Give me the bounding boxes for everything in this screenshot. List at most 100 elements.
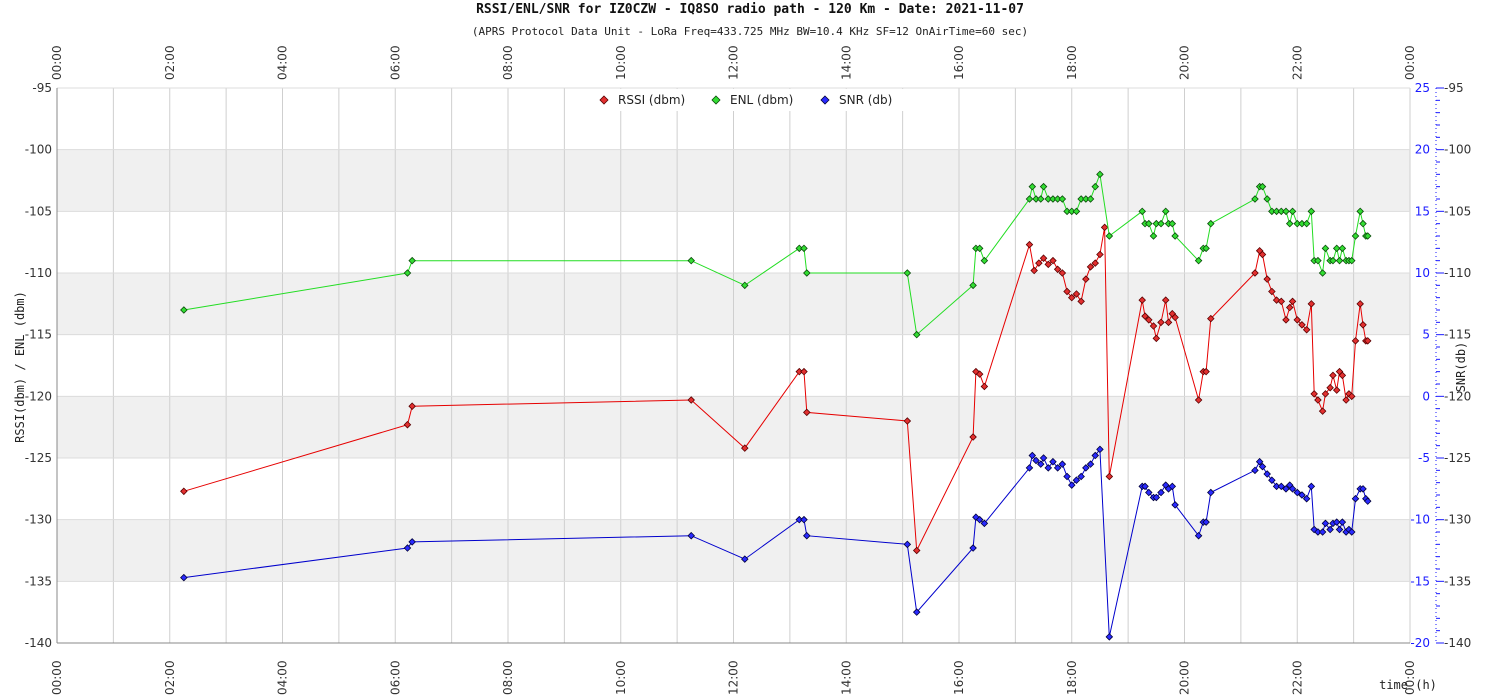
data-point — [1025, 195, 1034, 203]
y-tick-label-right-outer: -105 — [1444, 204, 1471, 218]
data-point — [1293, 488, 1302, 497]
y-tick-label-right-outer: -120 — [1444, 389, 1471, 403]
data-point — [800, 367, 808, 376]
data-point — [1321, 244, 1330, 253]
y-tick-label-left: -135 — [25, 574, 52, 588]
data-point — [1347, 256, 1356, 265]
data-point — [1318, 407, 1327, 415]
data-point — [687, 531, 695, 540]
data-point — [1086, 195, 1095, 203]
y-tick-label-left: -100 — [25, 143, 52, 157]
data-point — [1194, 256, 1203, 265]
y-tick-label-right-outer: -115 — [1444, 328, 1471, 342]
data-point — [800, 515, 808, 524]
y-tick-label-left: -105 — [25, 204, 52, 218]
data-point — [408, 256, 416, 265]
data-point — [1310, 390, 1318, 398]
data-point — [1288, 485, 1297, 493]
x-tick-label-bottom: 20:00 — [1178, 660, 1192, 695]
data-point — [1302, 494, 1311, 503]
data-point — [1194, 531, 1203, 540]
data-point — [1072, 476, 1081, 484]
data-point — [903, 417, 912, 425]
data-point — [1335, 525, 1344, 534]
data-point — [800, 244, 808, 253]
legend-marker — [599, 95, 609, 105]
data-point — [1302, 219, 1311, 228]
legend-entry: RSSI (dbm) — [618, 93, 685, 107]
data-point — [1359, 485, 1367, 493]
y-tick-label-right-outer: -125 — [1444, 451, 1471, 465]
x-tick-label-top: 06:00 — [388, 45, 402, 80]
data-point — [1307, 207, 1316, 216]
y-tick-label-right: 25 — [1415, 81, 1430, 95]
data-point — [1326, 383, 1334, 392]
series-group — [180, 170, 1372, 641]
data-point — [1025, 240, 1034, 249]
x-tick-label-top: 08:00 — [501, 45, 515, 80]
series-0 — [180, 223, 1372, 555]
data-point — [1347, 528, 1356, 536]
x-tick-label-top: 00:00 — [1403, 45, 1417, 80]
data-point — [1032, 456, 1040, 465]
data-point — [1086, 460, 1095, 468]
data-point — [1105, 232, 1114, 240]
x-tick-label-bottom: 18:00 — [1065, 660, 1079, 695]
x-tick-label-top: 14:00 — [839, 45, 853, 80]
data-point — [912, 608, 921, 616]
data-point — [969, 281, 977, 290]
data-point — [1359, 321, 1367, 329]
data-point — [1207, 219, 1215, 228]
data-point — [1298, 491, 1306, 499]
data-point — [1277, 297, 1286, 306]
y-tick-label-right-outer: -135 — [1444, 574, 1471, 588]
data-point — [803, 269, 811, 277]
y-tick-label-left: -115 — [25, 328, 52, 342]
data-point — [1263, 470, 1271, 478]
data-point — [1356, 207, 1364, 216]
data-point — [1168, 219, 1177, 228]
y-tick-label-right-outer: -100 — [1444, 143, 1471, 157]
x-tick-label-bottom: 12:00 — [727, 660, 741, 695]
data-point — [1285, 303, 1294, 312]
data-point — [1072, 207, 1081, 216]
data-point — [1268, 287, 1276, 296]
data-point — [1077, 472, 1085, 481]
legend-marker — [711, 95, 721, 105]
y-tick-label-right: 0 — [1422, 389, 1430, 403]
data-point — [1207, 488, 1215, 497]
data-point — [1086, 263, 1095, 271]
data-point — [1302, 325, 1311, 334]
data-point — [1335, 256, 1344, 265]
data-point — [1338, 371, 1347, 380]
data-point — [1105, 633, 1114, 641]
data-point — [1036, 460, 1045, 468]
data-point — [1077, 297, 1085, 306]
data-point — [1171, 313, 1179, 322]
data-point — [1263, 275, 1271, 283]
data-point — [1314, 256, 1322, 265]
chart-subtitle: (APRS Protocol Data Unit - LoRa Freq=433… — [472, 25, 1028, 38]
data-point — [903, 269, 912, 277]
data-point — [1096, 250, 1104, 259]
data-point — [1277, 482, 1286, 491]
y-tick-label-right: -15 — [1410, 574, 1430, 588]
y-tick-label-right-outer: -95 — [1444, 81, 1464, 95]
data-point — [972, 367, 980, 376]
data-point — [1251, 269, 1259, 277]
data-point — [1272, 296, 1281, 304]
data-point — [1293, 316, 1302, 324]
data-point — [1307, 482, 1316, 491]
x-tick-label-bottom: 04:00 — [276, 660, 290, 695]
y-tick-label-left: -110 — [25, 266, 52, 280]
data-point — [1288, 207, 1297, 216]
data-point — [1063, 287, 1071, 296]
data-point — [1332, 244, 1341, 253]
data-point — [1338, 518, 1347, 526]
data-point — [1326, 525, 1334, 534]
data-point — [1096, 445, 1104, 454]
data-point — [1194, 396, 1203, 404]
x-tick-labels: 00:00 00:00 02:00 02:00 04:00 04:00 06:00 06:00… — [50, 45, 1417, 695]
data-point — [1067, 293, 1076, 302]
x-tick-label-bottom: 00:00 — [1403, 660, 1417, 695]
